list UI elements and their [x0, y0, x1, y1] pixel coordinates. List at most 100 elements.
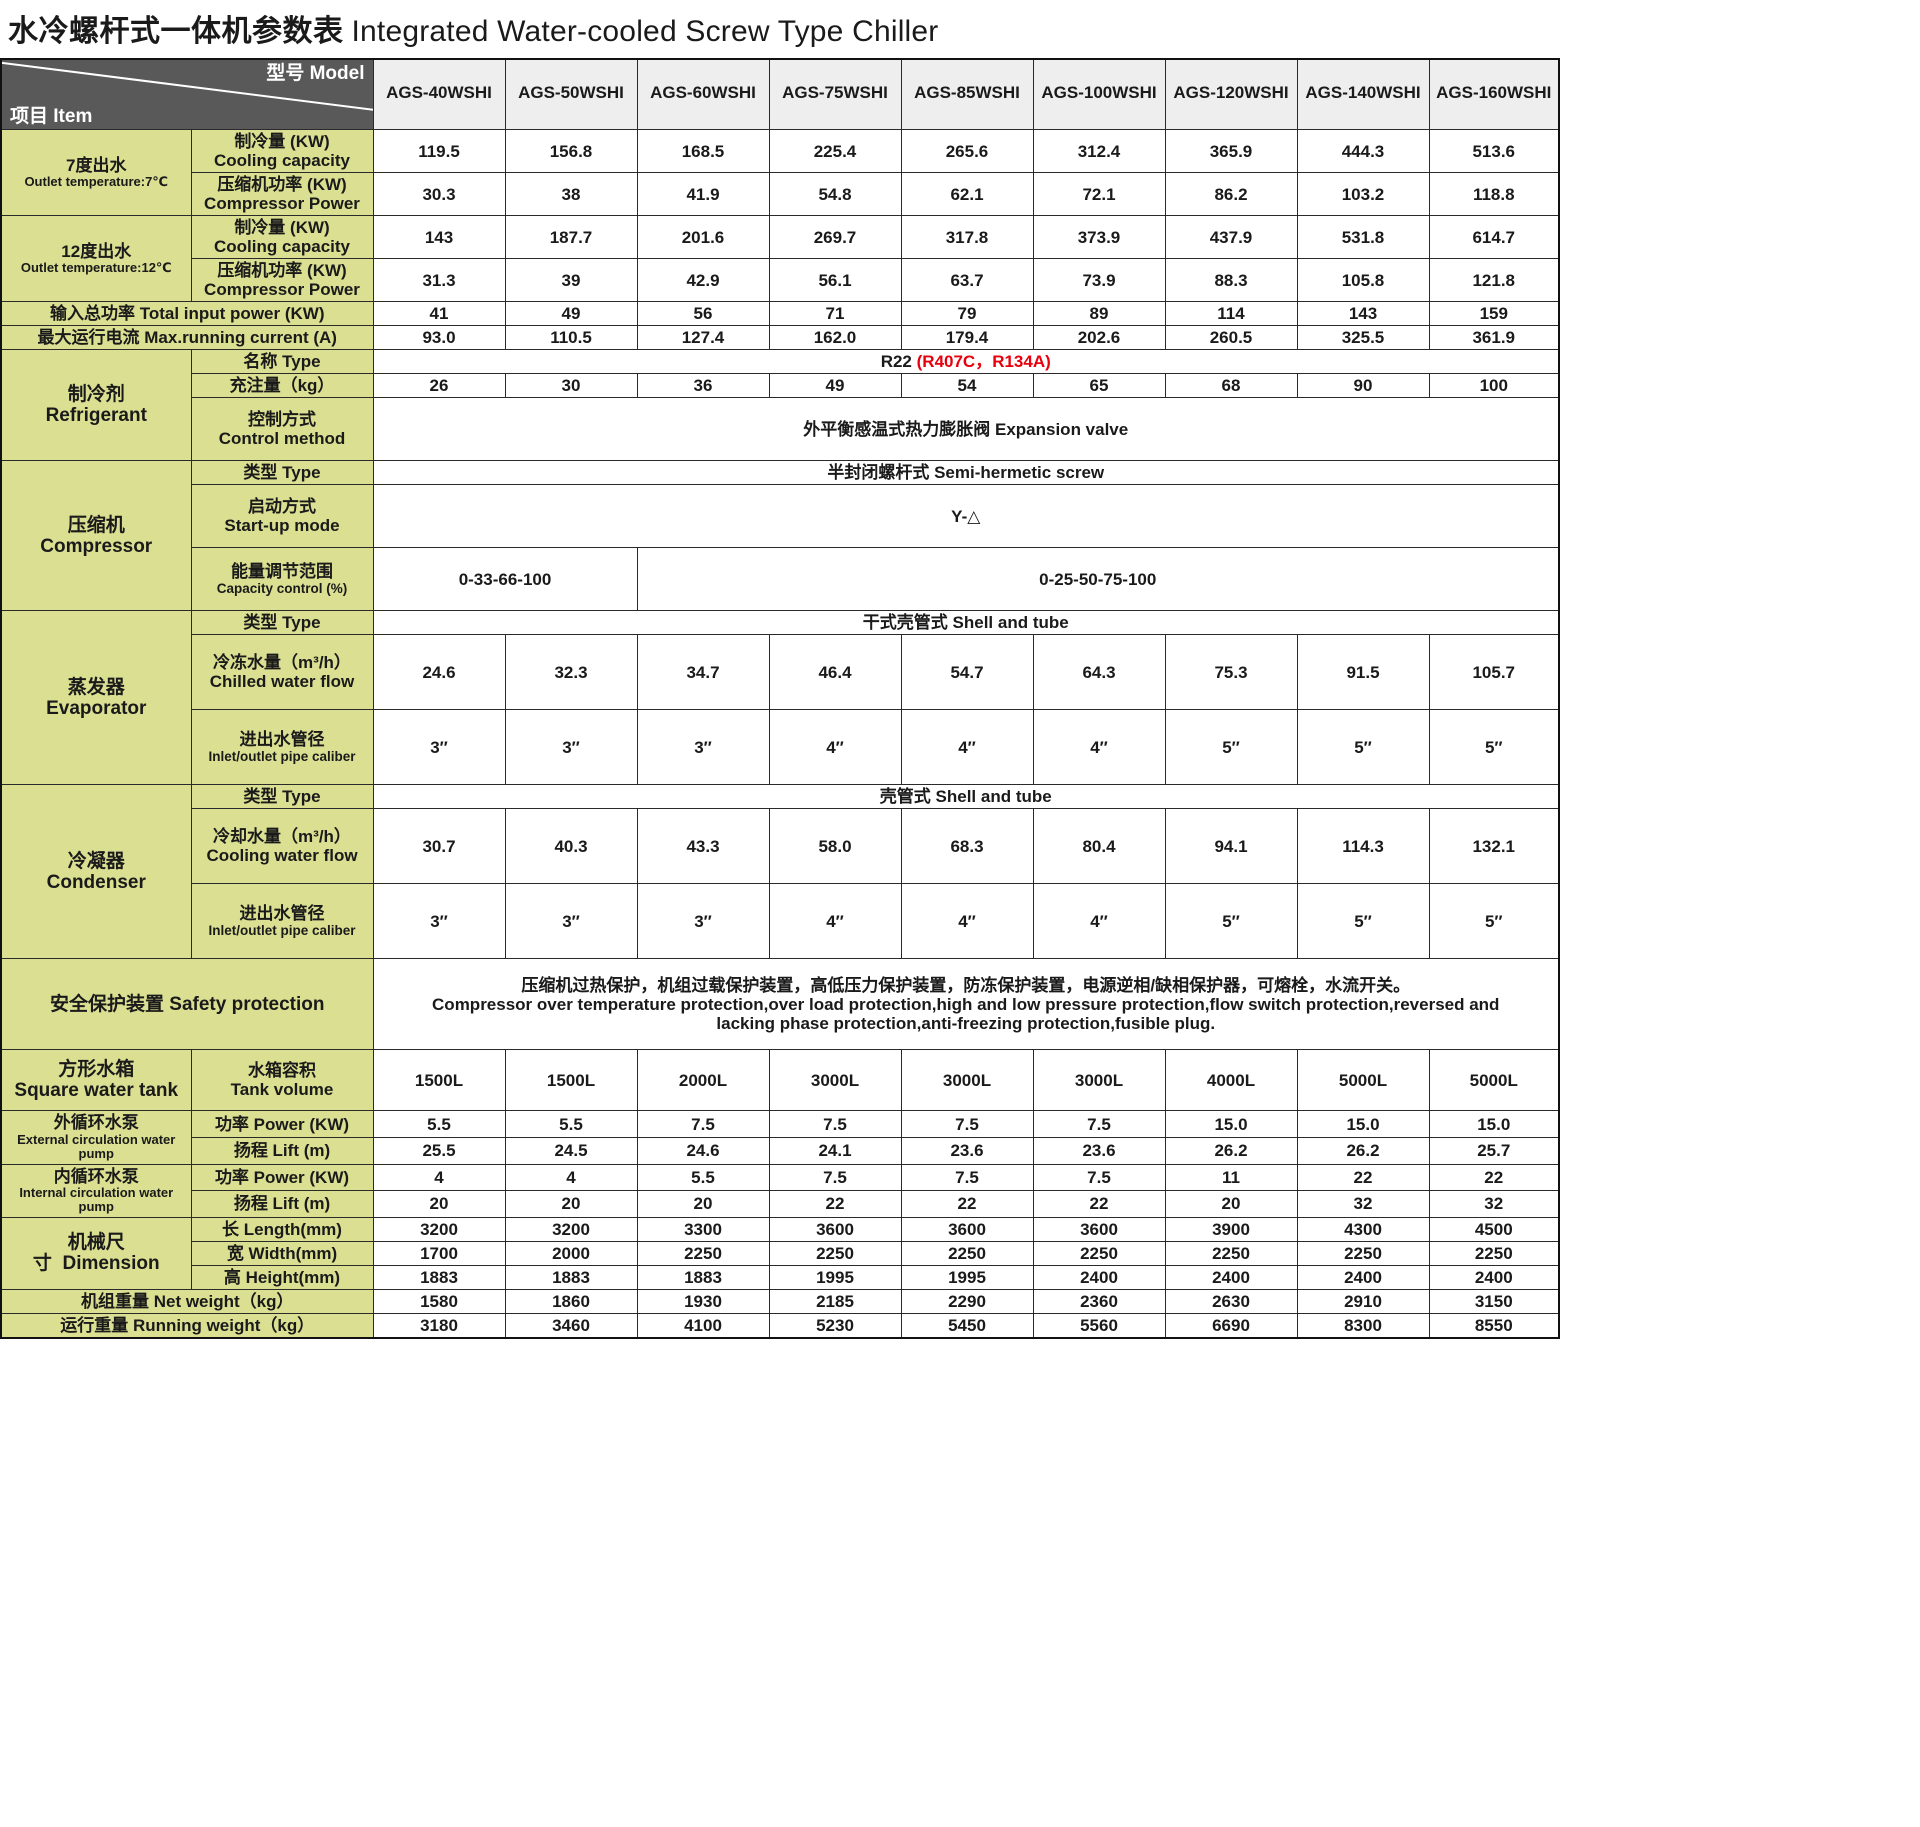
group-outlet-7c: 7度出水 Outlet temperature:7℃: [0, 128, 192, 217]
cell-value: 62.1: [900, 172, 1034, 217]
cell-value: 24.1: [768, 1137, 902, 1165]
table-row: 外循环水泵 External circulation water pump 功率…: [0, 1110, 1560, 1165]
cell-value: 437.9: [1164, 215, 1298, 260]
group-condenser-en: Condenser: [46, 871, 146, 893]
label-en: Capacity control (%): [216, 581, 348, 597]
table-row: 扬程 Lift (m) 20 20 20 22 22 22 20 32 32: [1, 1190, 1560, 1218]
cell-value: 2400: [1032, 1264, 1166, 1290]
row-label-max-running-current: 最大运行电流 Max.running current (A): [0, 325, 374, 351]
header-corner-cell: 型号 Model 项目 Item: [0, 58, 374, 130]
label-en: Compressor Power: [204, 280, 360, 300]
cell-value: 143: [1296, 301, 1430, 327]
cell-value: 26.2: [1296, 1137, 1430, 1165]
cell-value: 41.9: [636, 172, 770, 217]
table-row: 压缩机功率 (KW) Compressor Power 31.3 39 42.9…: [1, 258, 1560, 303]
cell-value: 4″: [1032, 883, 1166, 960]
group-int-pump-en: Internal circulation water pump: [19, 1184, 174, 1215]
label-cn: 进出水管径: [239, 904, 325, 924]
cell-value: 15.0: [1296, 1110, 1430, 1139]
cell-value: 3900: [1164, 1216, 1298, 1242]
cell-value: 3″: [372, 709, 506, 786]
cell-value: 225.4: [768, 128, 902, 174]
cell-value: 3″: [636, 883, 770, 960]
capacity-control-right-value: 0-25-50-75-100: [636, 547, 1560, 612]
header-model-6: AGS-120WSHI: [1164, 58, 1298, 130]
label-en: Tank volume: [230, 1080, 334, 1100]
cell-value: 32: [1296, 1190, 1430, 1218]
cell-value: 5450: [900, 1312, 1034, 1339]
cell-value: 2250: [900, 1240, 1034, 1266]
cell-value: 1883: [504, 1264, 638, 1290]
cell-value: 2250: [1032, 1240, 1166, 1266]
header-model-2: AGS-60WSHI: [636, 58, 770, 130]
cell-value: 89: [1032, 301, 1166, 327]
cell-value: 4″: [768, 709, 902, 786]
cell-value: 3460: [504, 1312, 638, 1339]
cell-value: 2250: [636, 1240, 770, 1266]
header-model-0: AGS-40WSHI: [372, 58, 506, 130]
cell-value: 31.3: [372, 258, 506, 303]
cell-value: 3150: [1428, 1288, 1560, 1314]
label-cn: 能量调节范围: [231, 562, 333, 582]
cell-value: 22: [1428, 1163, 1560, 1192]
row-label-cond-pipe-caliber: 进出水管径 Inlet/outlet pipe caliber: [190, 883, 374, 960]
header-model-3: AGS-75WSHI: [768, 58, 902, 130]
table-row: 进出水管径 Inlet/outlet pipe caliber 3″ 3″ 3″…: [1, 883, 1560, 960]
table-row: 进出水管径 Inlet/outlet pipe caliber 3″ 3″ 3″…: [1, 709, 1560, 786]
group-condenser-cn: 冷凝器: [67, 850, 125, 872]
label-cn: 冷冻水量（m³/h）: [213, 653, 351, 673]
table-row: 内循环水泵 Internal circulation water pump 功率…: [0, 1163, 1560, 1218]
cell-value: 65: [1032, 373, 1166, 399]
cell-value: 4″: [900, 709, 1034, 786]
table-row: 压缩机 Compressor 类型 Type 半封闭螺杆式 Semi-herme…: [0, 460, 1560, 612]
cell-value: 22: [900, 1190, 1034, 1218]
cell-value: 2000L: [636, 1049, 770, 1112]
table-row: 安全保护装置 Safety protection 压缩机过热保护，机组过载保护装…: [0, 958, 1560, 1051]
row-label-compressor-power-7c: 压缩机功率 (KW) Compressor Power: [190, 172, 374, 217]
cell-value: 64.3: [1032, 634, 1166, 711]
cell-value: 22: [768, 1190, 902, 1218]
cell-value: 7.5: [900, 1163, 1034, 1192]
group-refrigerant-cn: 制冷剂: [67, 384, 125, 406]
cell-value: 42.9: [636, 258, 770, 303]
cell-value: 162.0: [768, 325, 902, 351]
table-row: 控制方式 Control method 外平衡感温式热力膨胀阀 Expansio…: [1, 397, 1560, 462]
cell-value: 26: [372, 373, 506, 399]
cell-value: 93.0: [372, 325, 506, 351]
cell-value: 2250: [1296, 1240, 1430, 1266]
label-cn: 启动方式: [248, 497, 316, 517]
table-row: 冷冻水量（m³/h） Chilled water flow 24.6 32.3 …: [1, 634, 1560, 711]
cell-value: 119.5: [372, 128, 506, 174]
row-label-running-weight: 运行重量 Running weight（kg）: [0, 1312, 374, 1339]
table-row: 最大运行电流 Max.running current (A) 93.0 110.…: [0, 325, 1560, 351]
evaporator-type-value: 干式壳管式 Shell and tube: [372, 610, 1560, 636]
cell-value: 32: [1428, 1190, 1560, 1218]
cell-value: 25.7: [1428, 1137, 1560, 1165]
group-square-water-tank: 方形水箱 Square water tank: [0, 1049, 192, 1112]
cell-value: 68.3: [900, 808, 1034, 885]
cell-value: 23.6: [1032, 1137, 1166, 1165]
cell-value: 25.5: [372, 1137, 506, 1165]
cell-value: 3600: [768, 1216, 902, 1242]
cell-value: 1995: [900, 1264, 1034, 1290]
cell-value: 5.5: [504, 1110, 638, 1139]
label-cn: 控制方式: [248, 410, 316, 430]
table-row: 宽 Width(mm) 1700 2000 2250 2250 2250 225…: [1, 1240, 1560, 1266]
cell-value: 4: [372, 1163, 506, 1192]
cell-value: 73.9: [1032, 258, 1166, 303]
cell-value: 7.5: [636, 1110, 770, 1139]
cell-value: 4″: [900, 883, 1034, 960]
cell-value: 105.7: [1428, 634, 1560, 711]
cell-value: 22: [1032, 1190, 1166, 1218]
cell-value: 2185: [768, 1288, 902, 1314]
refrigerant-main: R22: [880, 352, 917, 372]
group-dimension-en: Dimension: [62, 1253, 160, 1275]
cell-value: 187.7: [504, 215, 638, 260]
cell-value: 3200: [504, 1216, 638, 1242]
cell-value: 26.2: [1164, 1137, 1298, 1165]
cell-value: 105.8: [1296, 258, 1430, 303]
cell-value: 1883: [636, 1264, 770, 1290]
table-row: 输入总功率 Total input power (KW) 41 49 56 71…: [0, 301, 1560, 327]
cell-value: 38: [504, 172, 638, 217]
safety-line-en-2: lacking phase protection,anti-freezing p…: [716, 1013, 1216, 1033]
